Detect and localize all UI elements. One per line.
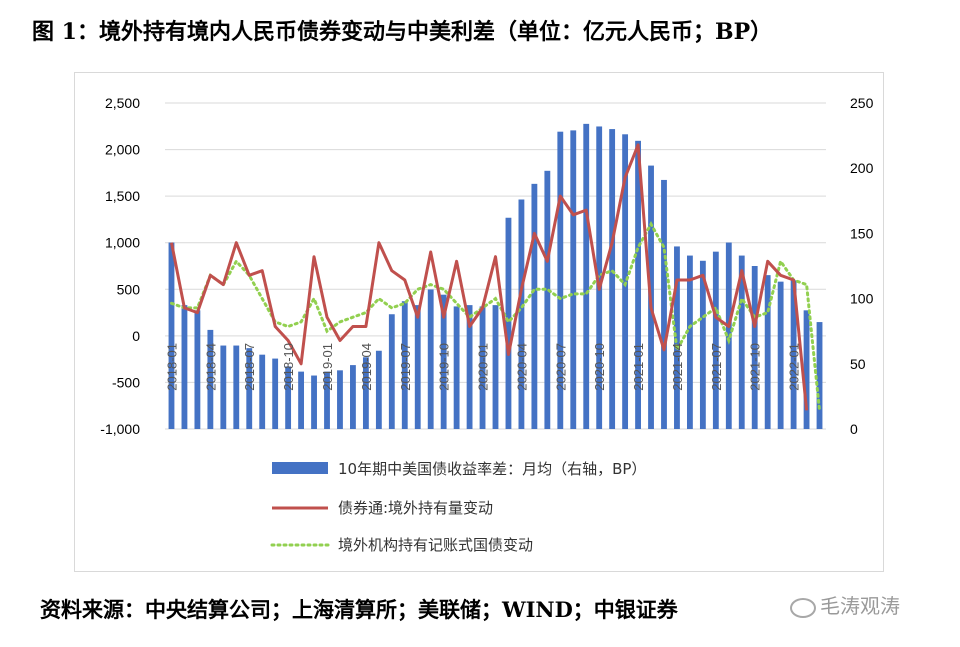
bar-31: [570, 130, 577, 429]
bar-22: [453, 306, 460, 429]
x-tick-label-6: 2019-07: [398, 343, 413, 391]
bar-17: [388, 314, 395, 429]
left-tick-label-4: 1,000: [105, 235, 140, 251]
watermark-text: 毛涛观涛: [820, 594, 900, 618]
bar-32: [583, 123, 590, 429]
right-tick-label-1: 50: [850, 356, 866, 372]
bar-35: [622, 134, 629, 429]
bar-18: [401, 301, 408, 429]
bar-45: [751, 266, 758, 429]
bar-6: [246, 348, 253, 429]
bar-38: [661, 179, 667, 429]
bar-7: [259, 354, 266, 429]
x-tick-label-7: 2019-10: [437, 343, 452, 391]
bar-16: [375, 350, 382, 429]
right-tick-label-5: 250: [850, 95, 874, 111]
x-tick-label-11: 2020-10: [592, 343, 607, 391]
bar-20: [427, 289, 434, 429]
x-tick-label-5: 2019-04: [359, 343, 374, 391]
bar-1: [181, 305, 188, 429]
x-tick-label-15: 2021-10: [748, 343, 763, 391]
x-tick-label-3: 2018-10: [281, 343, 296, 391]
bar-15: [362, 357, 369, 429]
bar-40: [686, 255, 693, 429]
bar-39: [674, 246, 680, 429]
wechat-icon: [790, 597, 816, 618]
x-tick-label-13: 2021-04: [670, 343, 685, 391]
bar-44: [738, 255, 745, 429]
x-axis-labels: 2018-01 2018-04 2018-07 2018-10 2019-01 2019-…: [164, 343, 801, 391]
x-tick-label-2: 2018-07: [242, 343, 257, 391]
chart-frame: [74, 72, 884, 572]
bar-14: [350, 365, 356, 429]
bar-2: [194, 310, 201, 429]
bar-4: [220, 345, 227, 429]
bar-27: [518, 199, 525, 429]
chart-title: 图 1：境外持有境内人民币债券变动与中美利差（单位：亿元人民币；BP）: [32, 19, 773, 45]
x-tick-label-9: 2020-04: [514, 343, 529, 391]
left-tick-label-0: -1,000: [100, 421, 140, 437]
bar-41: [699, 260, 706, 429]
left-tick-label-7: 2,500: [105, 95, 140, 111]
right-tick-label-2: 100: [850, 291, 874, 307]
bar-series: [168, 123, 823, 430]
bar-19: [414, 305, 421, 429]
legend-label-2: 境外机构持有记账式国债变动: [338, 536, 533, 554]
bar-50: [816, 322, 823, 429]
bar-12: [324, 371, 330, 429]
x-tick-label-8: 2020-01: [476, 343, 491, 391]
left-tick-label-3: 500: [117, 281, 141, 297]
bar-11: [311, 375, 317, 429]
line-series: [170, 143, 821, 412]
left-axis-labels: -1,000 -500 0 500 1,000 1,500 2,000 2,500: [100, 95, 140, 437]
x-tick-label-0: 2018-01: [164, 343, 179, 391]
bar-34: [609, 129, 616, 429]
bar-28: [531, 183, 538, 429]
bar-26: [505, 217, 512, 429]
bar-49: [803, 310, 810, 429]
bar-21: [440, 294, 447, 429]
watermark: 毛涛观涛: [790, 590, 900, 619]
x-tick-label-14: 2021-07: [709, 343, 724, 391]
source-note: 资料来源：中央结算公司；上海清算所；美联储；WIND；中银证券: [40, 597, 678, 622]
bar-47: [777, 281, 784, 429]
x-tick-label-16: 2022-01: [787, 343, 802, 391]
bar-24: [479, 306, 486, 429]
legend: 10年期中美国债收益率差：月均（右轴，BP） 债券通:境外持有量变动境外机构持有记…: [270, 460, 646, 554]
bar-8: [272, 358, 279, 429]
x-tick-label-1: 2018-04: [203, 343, 218, 391]
legend-label-0: 10年期中美国债收益率差：月均（右轴，BP）: [338, 460, 646, 478]
bar-0: [168, 242, 175, 429]
bar-29: [544, 170, 551, 430]
bar-23: [466, 305, 473, 429]
bar-25: [492, 305, 499, 429]
bar-5: [233, 345, 240, 429]
bar-3: [207, 329, 214, 429]
series-line-fixed-income: [170, 221, 821, 412]
bar-13: [337, 370, 343, 429]
right-tick-label-4: 200: [850, 160, 874, 176]
series-line-bond-connect: [170, 143, 809, 411]
right-tick-label-3: 150: [850, 225, 874, 241]
x-tick-label-4: 2019-01: [320, 343, 335, 391]
right-axis-labels: 0 50 100 150 200 250: [850, 95, 874, 437]
bar-10: [298, 371, 305, 429]
bar-46: [764, 275, 771, 429]
left-tick-label-2: 0: [132, 328, 140, 344]
left-tick-label-1: -500: [112, 374, 140, 390]
x-tick-label-10: 2020-07: [553, 343, 568, 391]
bar-42: [712, 251, 719, 429]
right-tick-label-0: 0: [850, 421, 858, 437]
legend-label-1: 债券通:境外持有量变动: [338, 499, 493, 517]
bar-48: [790, 280, 797, 429]
bar-36: [635, 140, 641, 430]
legend-swatch-bar: [272, 462, 328, 474]
x-tick-label-12: 2021-01: [631, 343, 646, 391]
left-tick-label-6: 2,000: [105, 142, 140, 158]
bar-9: [285, 366, 292, 429]
left-tick-label-5: 1,500: [105, 188, 140, 204]
bar-30: [557, 131, 564, 430]
